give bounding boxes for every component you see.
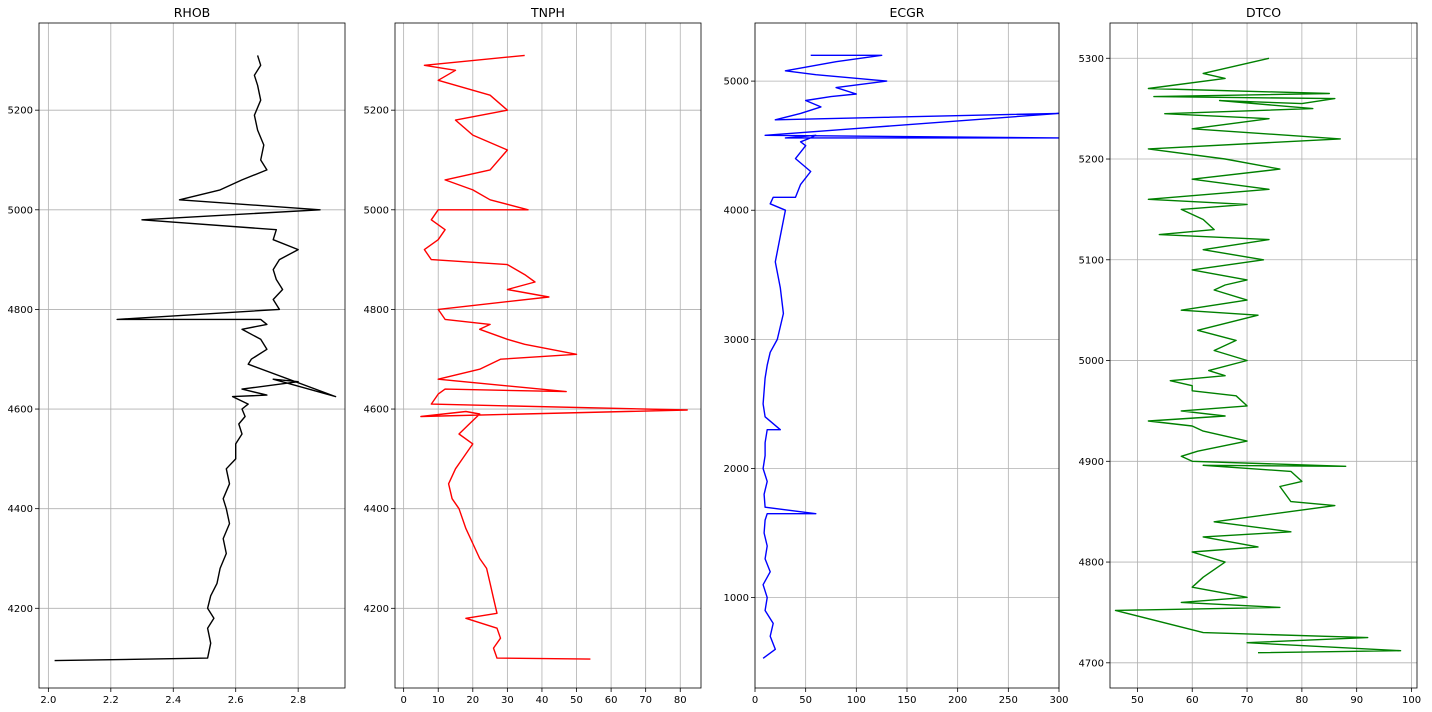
ecgr-curve (762, 54, 1059, 659)
dtco-ytick-label: 4700 (1079, 658, 1104, 669)
dtco-ytick-label: 5100 (1079, 255, 1104, 266)
rhob-curve (54, 55, 337, 662)
tnph-panel: TNPH 0 10 20 30 40 50 60 70 80 4200 4400 4600 4800 50… (364, 5, 702, 706)
tnph-ytick-label: 4600 (364, 405, 389, 416)
tnph-xtick-label: 50 (570, 695, 583, 706)
tnph-ytick-label: 4400 (364, 504, 389, 515)
tnph-ytick-label: 5000 (364, 205, 389, 216)
dtco-ytick-label: 4800 (1079, 558, 1104, 569)
dtco-title: DTCO (1246, 5, 1281, 20)
rhob-panel: RHOB 2.0 2.2 2.4 2.6 2.8 4200 4400 4600 4800 5000… (8, 5, 346, 706)
ecgr-xtick-label: 200 (948, 695, 967, 706)
rhob-grid (39, 23, 345, 688)
rhob-plot-frame (38, 22, 346, 689)
rhob-ytick-label: 5200 (8, 106, 33, 117)
ecgr-xtick-label: 100 (847, 695, 866, 706)
tnph-xtick-label: 10 (432, 695, 445, 706)
ecgr-title: ECGR (890, 5, 925, 20)
rhob-ytick-label: 4800 (8, 305, 33, 316)
rhob-xtick-label: 2.6 (228, 695, 244, 706)
dtco-ytick-label: 5000 (1079, 356, 1104, 367)
ecgr-panel: ECGR 0 50 100 150 200 250 300 1000 2000 3000 4000 5… (724, 5, 1069, 706)
ecgr-ytick-label: 5000 (724, 77, 749, 88)
tnph-xtick-label: 60 (605, 695, 618, 706)
rhob-ytick-label: 4600 (8, 405, 33, 416)
dtco-panel: DTCO 50 60 70 80 90 100 4700 4800 4900 5000 5100 52… (1079, 5, 1422, 706)
dtco-xtick-label: 70 (1241, 695, 1254, 706)
ecgr-xtick-label: 50 (799, 695, 812, 706)
ecgr-ytick-label: 2000 (724, 464, 749, 475)
ecgr-xtick-label: 300 (1049, 695, 1068, 706)
tnph-plot-frame (394, 22, 702, 689)
dtco-xtick-label: 50 (1131, 695, 1144, 706)
tnph-ytick-label: 4200 (364, 604, 389, 615)
rhob-xtick-label: 2.2 (103, 695, 119, 706)
dtco-ytick-label: 5200 (1079, 155, 1104, 166)
ecgr-xtick-label: 0 (752, 695, 758, 706)
rhob-xtick-label: 2.4 (165, 695, 181, 706)
rhob-xtick-label: 2.8 (290, 695, 306, 706)
rhob-ytick-label: 5000 (8, 205, 33, 216)
ecgr-ytick-label: 3000 (724, 335, 749, 346)
ecgr-ytick-label: 1000 (724, 593, 749, 604)
tnph-xtick-label: 20 (466, 695, 479, 706)
dtco-xtick-label: 60 (1186, 695, 1199, 706)
rhob-ytick-label: 4400 (8, 504, 33, 515)
tnph-xtick-label: 30 (501, 695, 514, 706)
tnph-xtick-label: 0 (400, 695, 406, 706)
tnph-curve (420, 54, 688, 660)
tnph-xtick-label: 80 (674, 695, 687, 706)
dtco-ytick-label: 5300 (1079, 54, 1104, 65)
tnph-grid (395, 23, 701, 688)
ecgr-xtick-label: 150 (897, 695, 916, 706)
rhob-xtick-label: 2.0 (40, 695, 56, 706)
ecgr-ytick-label: 4000 (724, 206, 749, 217)
dtco-curve (1114, 57, 1402, 654)
tnph-ytick-label: 5200 (364, 106, 389, 117)
dtco-xtick-label: 80 (1296, 695, 1309, 706)
dtco-xtick-label: 90 (1350, 695, 1363, 706)
dtco-plot-frame (1109, 22, 1418, 689)
dtco-xtick-label: 100 (1402, 695, 1421, 706)
tnph-title: TNPH (530, 5, 565, 20)
dtco-grid (1110, 23, 1417, 688)
tnph-xtick-label: 70 (639, 695, 652, 706)
tnph-xtick-label: 40 (536, 695, 549, 706)
rhob-ytick-label: 4200 (8, 604, 33, 615)
ecgr-xtick-label: 250 (999, 695, 1018, 706)
rhob-title: RHOB (174, 5, 211, 20)
dtco-ytick-label: 4900 (1079, 457, 1104, 468)
tnph-ytick-label: 4800 (364, 305, 389, 316)
